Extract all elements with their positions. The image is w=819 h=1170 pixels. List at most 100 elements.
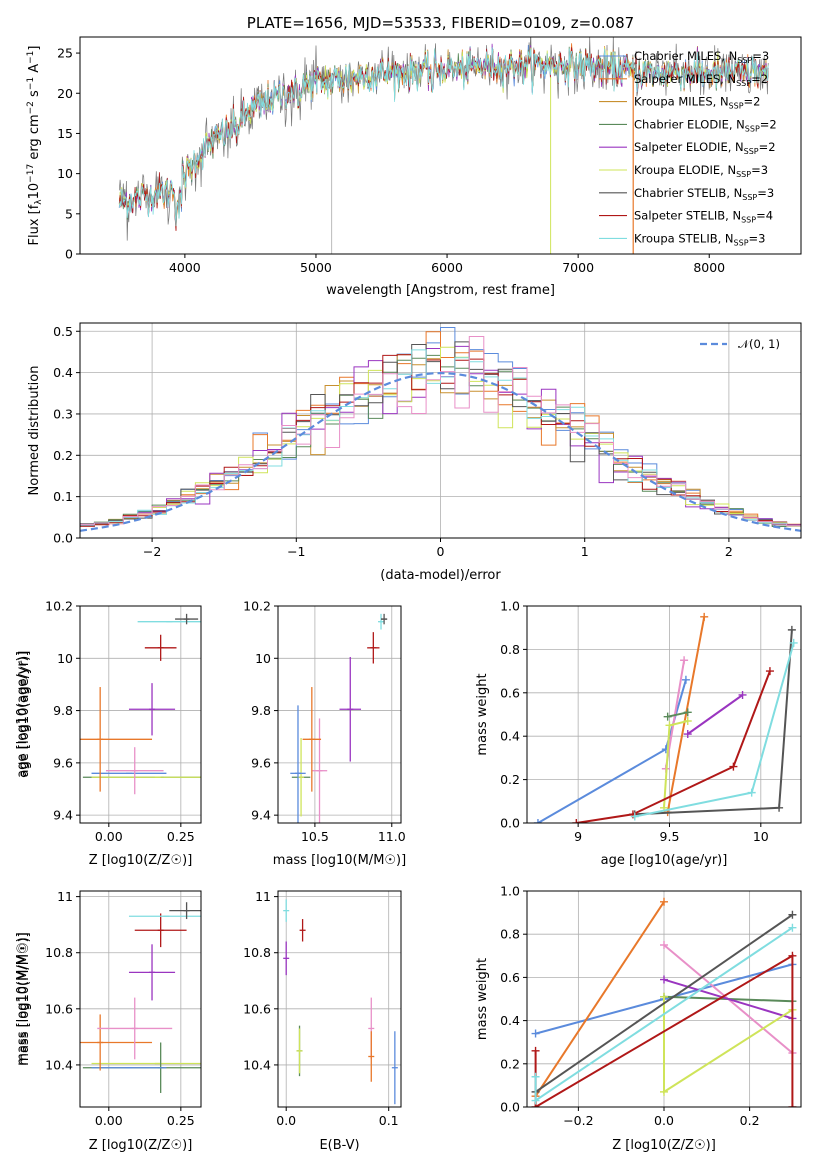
x-tick-label: 0.0	[276, 1113, 296, 1128]
y-tick-label: 0.0	[53, 531, 73, 546]
y-tick-label: 0.1	[53, 489, 73, 504]
y-tick-label: 9.4	[53, 808, 73, 823]
y-tick-label: 0.2	[500, 1056, 520, 1071]
series-line	[576, 670, 771, 823]
axes-residuals: −2 −1 0 1 2 0.0 0.1 0.2 0.3 0.4 0.5	[53, 322, 802, 559]
series-marker	[738, 690, 747, 699]
x-axis-label: (data-model)/error	[380, 568, 501, 583]
series-line	[663, 978, 793, 1020]
x-tick-label: 0.2	[740, 1113, 760, 1128]
x-tick-label: 1	[581, 544, 589, 559]
legend-label: Kroupa MILES, NSSP=2	[634, 95, 760, 111]
series-marker	[683, 730, 692, 739]
y-tick-label: 9.4	[251, 808, 271, 823]
legend-label: Salpeter STELIB, NSSP=4	[634, 209, 773, 225]
y-tick-label: 0.4	[500, 1013, 520, 1028]
axes-frame	[526, 890, 802, 1108]
axes-age_vs_mass: 10.5 11.0 9.4 9.6 9.8 10 10.2	[243, 599, 406, 845]
y-axis-label: Normed distribution	[27, 366, 42, 496]
x-tick-label: 8000	[693, 260, 725, 275]
series-marker	[788, 923, 797, 932]
y-tick-label: 20	[57, 86, 73, 101]
x-tick-label: 7000	[562, 260, 594, 275]
x-tick-label: 10.5	[301, 829, 329, 844]
series-marker	[683, 717, 692, 726]
y-tick-label: 0.5	[53, 324, 73, 339]
x-tick-label: 10	[753, 829, 769, 844]
series-marker	[531, 1096, 540, 1105]
plot-area	[80, 613, 201, 795]
series-marker	[531, 1029, 540, 1038]
histogram-step	[80, 336, 801, 529]
y-tick-label: 10.2	[243, 599, 271, 614]
y-tick-label: 9.6	[251, 755, 271, 770]
series-line	[634, 629, 793, 816]
x-tick-label: 11.0	[378, 829, 406, 844]
y-axis-label: mass weight	[475, 958, 490, 1040]
y-tick-label: 0.2	[53, 448, 73, 463]
series-marker	[680, 656, 689, 665]
y-tick-label: 0.3	[53, 406, 73, 421]
y-tick-label: 0.2	[500, 772, 520, 787]
axes-frame	[277, 890, 402, 1108]
legend: Chabrier MILES, NSSP=3 Salpeter MILES, NS…	[599, 49, 777, 247]
y-axis-label: age [log10(age/yr)]	[17, 651, 32, 778]
series-marker	[775, 803, 784, 812]
plot-area	[80, 327, 801, 532]
x-tick-label: 9	[574, 829, 582, 844]
axes-frame	[277, 605, 402, 824]
series-marker	[572, 819, 581, 823]
y-tick-label: 1.0	[500, 884, 520, 899]
y-tick-label: 10	[57, 166, 73, 181]
series-marker	[660, 975, 668, 984]
series-marker	[660, 1087, 668, 1096]
series-marker	[681, 675, 690, 684]
axes-spectrum: 4000 5000 6000 7000 8000 0 5 10 15 20 25	[57, 36, 802, 275]
x-axis-label: Z [log10(Z/Z☉)]	[89, 1138, 193, 1153]
axes-massweight_vs_Z: −0.2 0.0 0.2 0.0 0.2 0.4 0.6 0.8 1.0	[500, 884, 802, 1128]
series-marker	[660, 992, 668, 1001]
x-tick-label: 4000	[169, 260, 201, 275]
x-axis-label: mass [log10(M/M☉)]	[273, 853, 406, 868]
legend-label: Chabrier MILES, NSSP=3	[634, 49, 769, 65]
legend-label: Kroupa STELIB, NSSP=3	[634, 231, 765, 247]
x-tick-label: 0	[437, 544, 445, 559]
y-tick-label: 5	[65, 206, 73, 221]
y-tick-label: 10	[255, 651, 271, 666]
x-axis-label: wavelength [Angstrom, rest frame]	[326, 283, 555, 298]
series-marker	[788, 1103, 797, 1107]
y-axis-label: mass [log10(M/M☉)]	[17, 932, 32, 1065]
y-tick-label: 9.8	[53, 703, 73, 718]
axes-mass_vs_EBV: 0.0 0.1 10.4 10.6 10.8 11	[243, 889, 402, 1128]
x-tick-label: 5000	[300, 260, 332, 275]
axes-massweight_vs_age: 9 9.5 10 0.0 0.2 0.4 0.6 0.8 1.0	[500, 599, 802, 844]
series-line	[663, 996, 793, 1094]
legend-label: 𝒩(0, 1)	[738, 337, 780, 351]
x-axis-label: Z [log10(Z/Z☉)]	[89, 853, 193, 868]
y-tick-label: 0.4	[500, 729, 520, 744]
series-marker	[660, 941, 668, 949]
series-line	[534, 901, 665, 1097]
series-marker	[765, 667, 774, 676]
legend-label: Chabrier STELIB, NSSP=3	[634, 186, 774, 202]
plot-area	[80, 902, 201, 1093]
y-tick-label: 11	[57, 889, 73, 904]
x-tick-label: 0.00	[95, 829, 123, 844]
y-tick-label: 0.0	[500, 1100, 520, 1115]
y-axis-label: Flux [fλ10−17 erg cm−2 s−1 A−1]	[26, 46, 44, 246]
series-marker	[729, 762, 738, 771]
legend-label: Chabrier ELODIE, NSSP=2	[634, 117, 777, 133]
x-tick-label: 0.1	[379, 1113, 399, 1128]
series-marker	[533, 819, 542, 823]
legend-label: Salpeter MILES, NSSP=2	[634, 72, 768, 88]
y-tick-label: 10.4	[243, 1057, 271, 1072]
y-axis-label: mass [log10(M/M☉)]	[15, 932, 30, 1065]
y-tick-label: 15	[57, 126, 73, 141]
series-marker	[660, 897, 668, 906]
axes-age_vs_Z: 0.00 0.25 9.4 9.6 9.8 10 10.2	[45, 599, 202, 844]
axes-frame	[79, 322, 802, 539]
y-tick-label: 10	[57, 651, 73, 666]
x-tick-label: 0.25	[167, 829, 195, 844]
series-marker	[700, 612, 709, 621]
